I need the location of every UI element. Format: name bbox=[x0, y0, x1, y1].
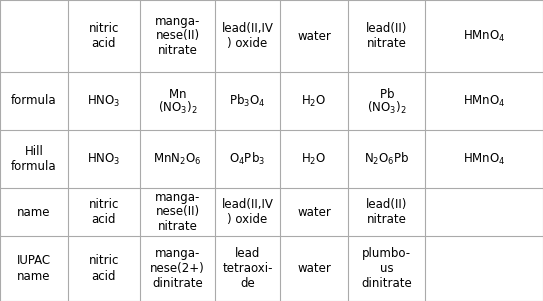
Text: name: name bbox=[17, 206, 50, 219]
Text: $\mathregular{HMnO_4}$: $\mathregular{HMnO_4}$ bbox=[463, 93, 506, 109]
Text: manga-
nese(II)
nitrate: manga- nese(II) nitrate bbox=[155, 14, 200, 57]
Text: nitric
acid: nitric acid bbox=[89, 255, 119, 283]
Text: lead(II)
nitrate: lead(II) nitrate bbox=[366, 198, 407, 226]
Text: $\mathregular{H_2O}$: $\mathregular{H_2O}$ bbox=[301, 93, 326, 109]
Text: $\mathregular{(NO_3)_2}$: $\mathregular{(NO_3)_2}$ bbox=[367, 100, 406, 116]
Text: manga-
nese(II)
nitrate: manga- nese(II) nitrate bbox=[155, 191, 200, 234]
Text: nitric
acid: nitric acid bbox=[89, 22, 119, 50]
Text: $\mathregular{HNO_3}$: $\mathregular{HNO_3}$ bbox=[87, 93, 121, 109]
Text: $\mathregular{Mn}$: $\mathregular{Mn}$ bbox=[168, 88, 187, 101]
Text: lead(II,IV
) oxide: lead(II,IV ) oxide bbox=[222, 198, 274, 226]
Text: water: water bbox=[297, 262, 331, 275]
Text: lead(II)
nitrate: lead(II) nitrate bbox=[366, 22, 407, 50]
Text: $\mathregular{HMnO_4}$: $\mathregular{HMnO_4}$ bbox=[463, 29, 506, 44]
Text: $\mathregular{Pb}$: $\mathregular{Pb}$ bbox=[378, 87, 394, 101]
Text: $\mathregular{O_4Pb_3}$: $\mathregular{O_4Pb_3}$ bbox=[230, 151, 266, 167]
Text: $\mathregular{N_2O_6Pb}$: $\mathregular{N_2O_6Pb}$ bbox=[364, 151, 409, 167]
Text: lead
tetraoxi-
de: lead tetraoxi- de bbox=[222, 247, 273, 290]
Text: $\mathregular{H_2O}$: $\mathregular{H_2O}$ bbox=[301, 151, 326, 166]
Text: water: water bbox=[297, 206, 331, 219]
Text: $\mathregular{HMnO_4}$: $\mathregular{HMnO_4}$ bbox=[463, 151, 506, 166]
Text: formula: formula bbox=[11, 95, 57, 107]
Text: nitric
acid: nitric acid bbox=[89, 198, 119, 226]
Text: $\mathregular{HNO_3}$: $\mathregular{HNO_3}$ bbox=[87, 151, 121, 166]
Text: $\mathregular{MnN_2O_6}$: $\mathregular{MnN_2O_6}$ bbox=[154, 151, 201, 166]
Text: $\mathregular{(NO_3)_2}$: $\mathregular{(NO_3)_2}$ bbox=[158, 100, 197, 116]
Text: water: water bbox=[297, 29, 331, 42]
Text: manga-
nese(2+)
dinitrate: manga- nese(2+) dinitrate bbox=[150, 247, 205, 290]
Text: lead(II,IV
) oxide: lead(II,IV ) oxide bbox=[222, 22, 274, 50]
Text: plumbo-
us
dinitrate: plumbo- us dinitrate bbox=[361, 247, 412, 290]
Text: $\mathregular{Pb_3O_4}$: $\mathregular{Pb_3O_4}$ bbox=[229, 93, 266, 109]
Text: Hill
formula: Hill formula bbox=[11, 145, 57, 173]
Text: IUPAC
name: IUPAC name bbox=[17, 255, 51, 283]
